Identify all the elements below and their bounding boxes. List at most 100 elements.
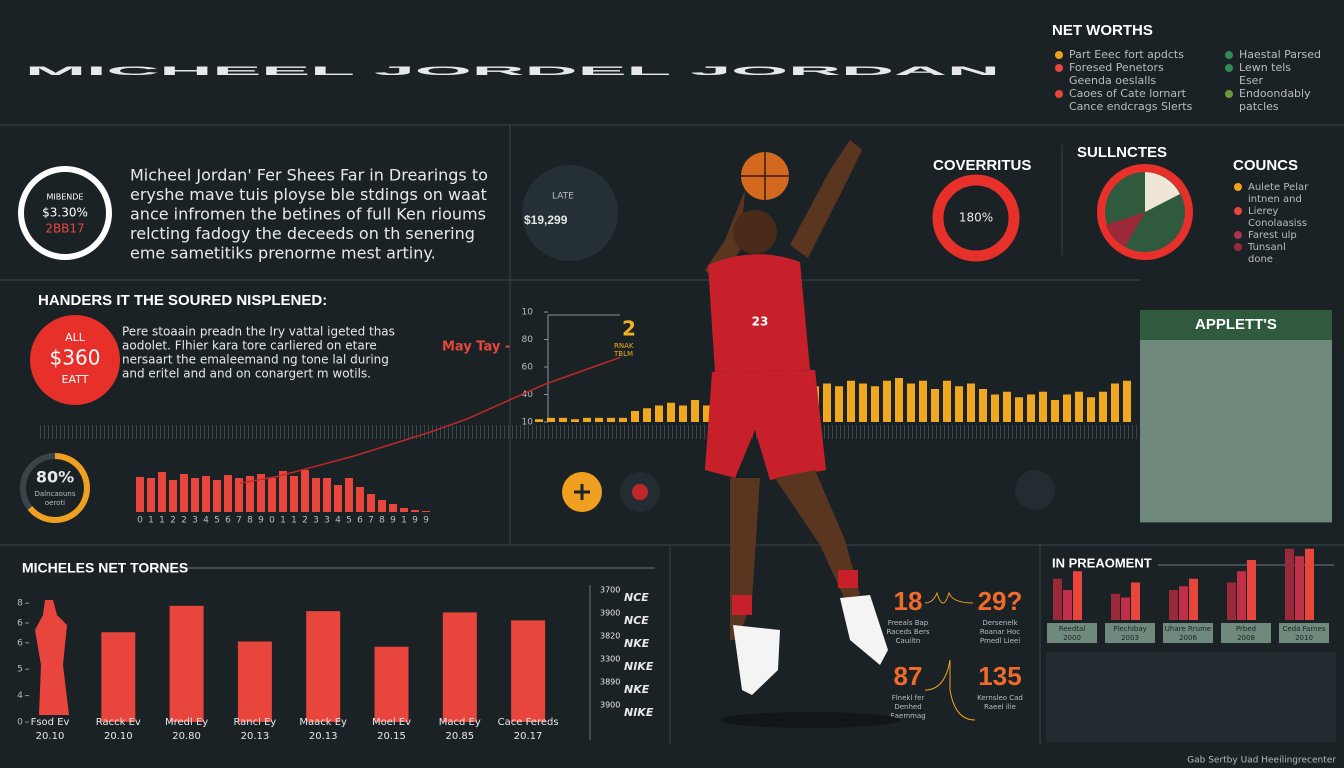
bar [246,476,254,512]
legend-label: Caoes of Cate lornart [1069,87,1187,100]
table-header-bg [1140,310,1332,340]
logo-num: 3890 [600,678,620,687]
stat-value: 29? [978,586,1023,616]
stat-caption: Kernsleo Cad [977,694,1023,702]
councs-title: COUNCS [1233,157,1298,174]
badge-text: ALL [65,331,86,344]
bar [1131,582,1140,620]
bar [1305,548,1314,620]
x-tick-label: 6 [357,516,363,526]
player-illustration: 23 [705,140,900,728]
donut-ring [932,174,1020,262]
bar [301,470,309,512]
title: MICHEEL JORDEL JORDAN [25,64,1000,78]
bar [279,471,287,512]
x-tick-label: Cace Fereds [498,717,559,728]
x-tick-label: 0 [269,516,275,526]
legend-dot [1225,51,1233,59]
bar [1051,400,1059,422]
y-tick-label: 8 [17,599,23,609]
bar [136,477,144,512]
legend-label: Lierey [1248,206,1279,217]
y-tick-label: 4 [17,691,23,701]
stat-caption: Flnekl fer [892,694,925,702]
bar [169,480,177,512]
x-tick-label: Prbed [1236,625,1256,633]
bar [1111,383,1119,422]
group-label-bg [1105,623,1155,643]
ring-value: 80% [36,468,74,487]
badge-circle [30,315,120,405]
legend-label: Cance endcrags Slerts [1069,100,1193,113]
bar [859,383,867,422]
section-title: HANDERS IT THE SOURED NISPLENED: [38,292,327,309]
bar [312,478,320,512]
legend-label: Foresed Penetors [1069,61,1164,74]
bar [1099,391,1107,422]
stat-value: 18 [894,586,923,616]
x-tick-label: 2 [170,516,176,526]
bar [607,417,615,422]
bar [213,480,221,512]
bar [1123,380,1131,422]
legend-label: Tunsanl [1247,242,1286,253]
stat-caption: Raeel ilie [984,703,1016,711]
bar [1063,394,1071,422]
bar [679,405,687,422]
x-tick-label: 7 [368,516,374,526]
x-tick-label: Uhare Rrume [1165,625,1211,633]
bar [367,494,375,512]
pie [1097,164,1193,260]
legend-dot [1225,64,1233,72]
bar [1039,391,1047,422]
bar [835,386,843,422]
legend-label: Haestal Parsed [1239,48,1321,61]
intro-text: relcting fadogy the deceeds on th seneri… [130,224,475,243]
x-tick-label: 4 [335,516,341,526]
legend-label: Eser [1239,74,1263,87]
stat-caption: Freeals Bap [888,619,929,627]
bar [345,478,353,512]
x-tick-label: 2006 [1179,634,1197,642]
y-tick-label: 60 [522,363,534,373]
bar [1121,597,1130,620]
x-tick-label: Reedtal [1059,625,1086,633]
bar [595,417,603,422]
section-text: and eritel and and on conargert m wotils… [122,367,371,381]
logo-mark: NCE [624,591,649,604]
badge-text: $360 [50,346,101,370]
stat-caption: Cauiltn [896,637,921,645]
logo-mark: NCE [624,614,649,627]
x-tick-label: Macd Ey [439,717,481,728]
bar [101,632,136,722]
legend-dot [1234,231,1242,239]
y-tick-label: 5 [17,665,23,675]
bar [535,419,543,422]
legend-label: Conolaasiss [1248,218,1307,229]
x-tick-label: 2 [181,516,187,526]
bar [871,386,879,422]
x-tick-label: 1 [291,516,297,526]
bar [511,620,546,722]
legend-label: Part Eeec fort apdcts [1069,48,1184,61]
bar [356,487,364,512]
group-label-bg [1163,623,1213,643]
x-tick-label: 2010 [1295,634,1313,642]
bar [907,383,915,422]
bar [1003,391,1011,422]
badge-ring [18,166,112,260]
x-tick-label: 2 [302,516,308,526]
bar [334,485,342,512]
bar [1247,560,1256,620]
y-tick-label: 10 [522,418,534,428]
x-tick-label: 20.85 [445,731,474,742]
x-tick-label: 0 [137,516,143,526]
stat-connector [924,591,976,721]
section-text: aodolet. Flhier kara tore carliered on e… [122,339,377,353]
bar [1111,593,1120,620]
bar [1295,556,1304,620]
bar [1073,571,1082,620]
trend-marker: 2 [622,317,636,341]
bar [147,478,155,512]
